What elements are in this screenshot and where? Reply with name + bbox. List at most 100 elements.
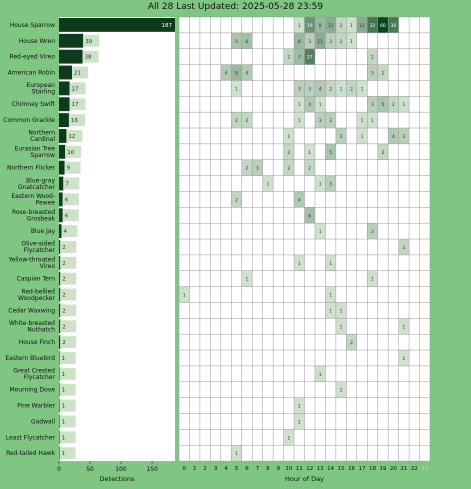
heatmap-cell	[252, 159, 263, 176]
bar	[59, 255, 61, 270]
heatmap-cell-label: 1	[298, 261, 301, 267]
bar-value-label: 2	[62, 308, 66, 314]
hour-tick-label: 7	[256, 466, 260, 472]
heatmap-cell	[304, 80, 315, 97]
x-tick-label: 0	[57, 466, 61, 473]
heatmap-cell-label: 3	[329, 182, 332, 188]
bar-value-label: 1	[62, 388, 65, 394]
heatmap-cell-label: 11	[359, 23, 365, 29]
heatmap-cell-label: 1	[350, 23, 353, 29]
heatmap-cell-label: 1	[340, 86, 343, 92]
bar-value-label: 2	[62, 324, 66, 330]
hour-tick-label: 22	[411, 466, 418, 472]
heatmap-cell	[377, 143, 389, 160]
bar-label-bg	[83, 34, 100, 47]
bar-value-label: 2	[62, 277, 66, 283]
heatmap-cell-label: 19	[307, 23, 313, 29]
bar-label-bg	[59, 367, 76, 380]
heatmap-cell-label: 32	[370, 23, 376, 29]
heatmap-cell	[262, 175, 274, 192]
bar-label-bg	[60, 336, 77, 349]
category-label: Rose-breasted	[12, 209, 55, 216]
hour-tick-label: 13	[317, 466, 324, 472]
heatmap-cell	[294, 48, 305, 65]
heatmap-cell-label: 30	[391, 23, 397, 29]
bar-value-label: 6	[65, 213, 69, 219]
heatmap-cell	[241, 64, 253, 81]
category-label: Flycatcher	[24, 374, 56, 381]
bar	[59, 446, 60, 461]
hour-tick-label: 4	[224, 466, 228, 472]
category-label: Chimney Swift	[12, 101, 56, 108]
heatmap-cell	[294, 96, 305, 113]
heatmap-cell-label: 2	[235, 197, 238, 203]
x-axis-label: Detections	[100, 475, 136, 483]
heatmap-cell-label: 2	[287, 166, 290, 172]
bar	[59, 18, 175, 32]
heatmap-cell-label: 1	[402, 102, 405, 108]
heatmap-cell	[367, 270, 378, 287]
heatmap-cell	[325, 80, 336, 97]
heatmap-cell-label: 2	[235, 118, 238, 124]
heatmap-cell	[231, 191, 242, 208]
heatmap-cell	[325, 302, 336, 319]
x-tick-label: 100	[115, 466, 127, 473]
heatmap-cell-label: 1	[371, 277, 374, 283]
heatmap-cell	[388, 128, 399, 144]
heatmap-cell-label: 3	[308, 86, 311, 92]
heatmap-cell-label: 3	[256, 166, 259, 172]
heatmap-cell	[231, 112, 242, 129]
category-label: Red-tailed Hawk	[6, 450, 55, 457]
heatmap-cell-label: 1	[298, 23, 301, 29]
heatmap-cell	[231, 32, 242, 49]
bar-value-label: 17	[72, 102, 79, 108]
bar-value-label: 2	[62, 261, 66, 267]
bar-value-label: 1	[62, 419, 65, 425]
heatmap-cell-label: 2	[402, 245, 405, 251]
bar-value-label: 16	[71, 118, 78, 124]
x-tick-label: 150	[146, 466, 158, 473]
bar-label-bg	[64, 161, 81, 174]
bar-label-bg	[82, 50, 99, 63]
hour-tick-label: 0	[182, 466, 186, 472]
heatmap-cell	[241, 270, 253, 287]
bar	[59, 303, 61, 318]
heatmap-cell	[283, 159, 295, 176]
bar-label-bg	[72, 66, 89, 79]
heatmap-cell	[314, 175, 326, 192]
bar-label-bg	[61, 225, 78, 238]
bar-value-label: 7	[65, 182, 69, 188]
hour-tick-label: 3	[214, 466, 218, 472]
heatmap-cell	[304, 143, 315, 160]
heatmap-cell-label: 1	[319, 182, 322, 188]
bar	[59, 33, 84, 48]
heatmap-cell-label: 5	[329, 150, 332, 156]
heatmap-cell-label: 4	[392, 134, 395, 140]
heatmap-cell-label: 1	[329, 308, 332, 314]
heatmap-cell	[283, 48, 295, 65]
bar	[59, 176, 64, 191]
heatmap-cell	[325, 286, 336, 303]
heatmap-cell-label: 2	[246, 118, 249, 124]
bar-label-bg	[60, 304, 77, 317]
heatmap-cell	[294, 254, 305, 271]
heatmap-cell-label: 1	[340, 324, 343, 330]
heatmap-cell-label: 1	[319, 229, 322, 235]
heatmap-cell-label: 4	[319, 86, 322, 92]
heatmap-cell	[335, 128, 347, 144]
bar	[59, 430, 60, 445]
heatmap-cell-label: 1	[329, 261, 332, 267]
heatmap-cell	[241, 159, 253, 176]
bar-value-label: 4	[63, 229, 67, 235]
heatmap-cell	[294, 80, 305, 97]
bar-value-label: 2	[62, 245, 66, 251]
bar	[59, 144, 66, 159]
heatmap-cell-label: 1	[319, 372, 322, 378]
heatmap-cell	[377, 17, 389, 33]
heatmap-cell-label: 1	[340, 308, 343, 314]
heatmap-cell-label: 11	[328, 23, 334, 29]
hour-tick-label: 20	[390, 466, 397, 472]
category-label: Pewee	[36, 200, 56, 207]
category-label: Red-bellied	[21, 288, 55, 295]
bar	[59, 49, 83, 64]
